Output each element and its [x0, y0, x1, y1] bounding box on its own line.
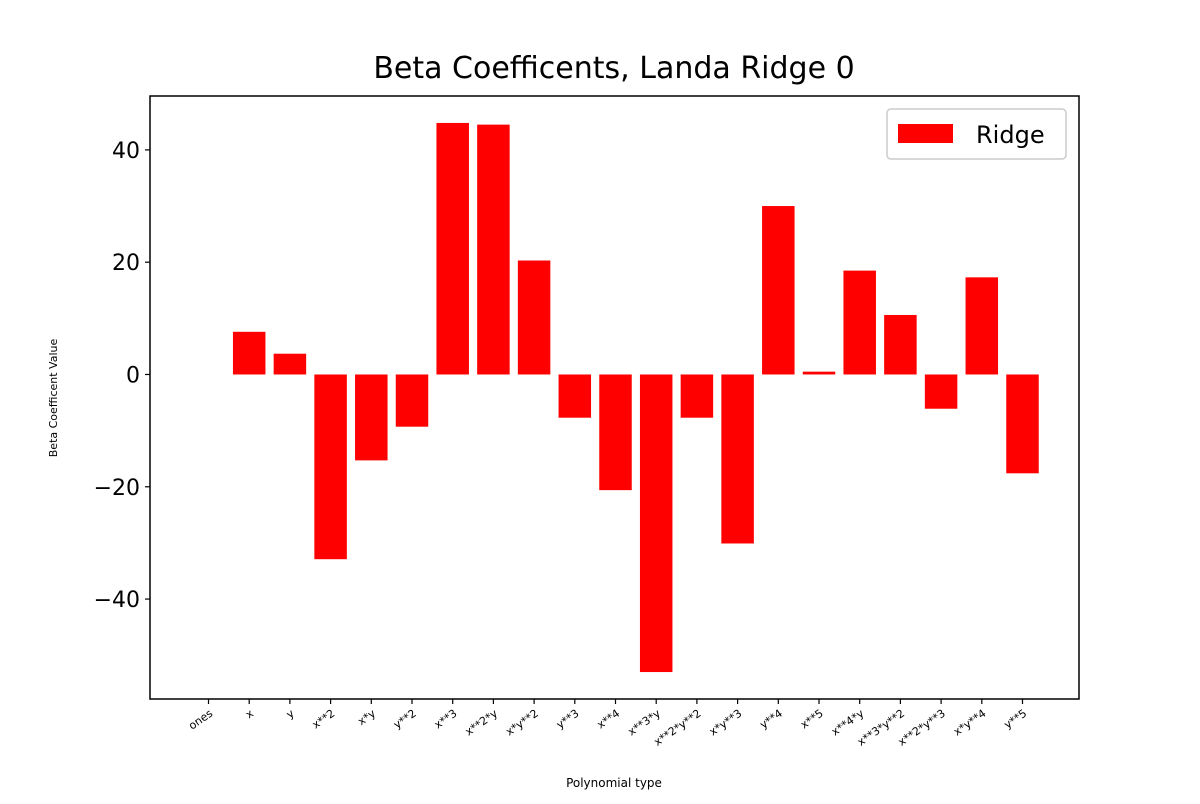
y-tick-label: 20	[112, 251, 140, 276]
plot-frame	[149, 95, 1080, 700]
bar-20	[1006, 374, 1039, 474]
bar-3	[314, 374, 347, 560]
bar-17	[884, 314, 917, 375]
bar-11	[639, 374, 673, 673]
y-axis: −40 −20 0 20 40	[94, 139, 150, 613]
x-tick-label: y**4	[757, 707, 785, 732]
bar-14	[762, 206, 795, 375]
y-tick-label: 0	[126, 363, 140, 388]
bar-12	[680, 374, 714, 418]
chart-title: Beta Coefficents, Landa Ridge 0	[373, 51, 854, 86]
bar-5	[395, 374, 429, 427]
legend-frame	[886, 108, 1067, 160]
x-tick-label: x**2*y	[463, 707, 501, 739]
bar-19	[965, 277, 999, 375]
x-tick-label: y**2	[391, 707, 419, 732]
bar-2	[273, 353, 307, 375]
bar-9	[558, 374, 592, 418]
x-tick-label: x**2	[310, 707, 338, 732]
legend: Ridge	[886, 108, 1067, 160]
bar-15	[802, 371, 836, 375]
x-tick-label: x	[243, 707, 256, 722]
x-tick-label: ones	[186, 707, 215, 733]
legend-label-ridge: Ridge	[976, 121, 1045, 149]
x-axis-label: Polynomial type	[566, 776, 662, 790]
bar-16	[843, 270, 876, 375]
x-tick-label: y	[284, 707, 297, 722]
bar-6	[436, 122, 469, 375]
bar-13	[721, 374, 754, 544]
x-tick-label: y**3	[554, 707, 582, 732]
x-tick-label: x*y**3	[707, 707, 744, 739]
bar-4	[355, 374, 388, 461]
x-tick-label: x*y	[355, 707, 378, 729]
bar-18	[924, 374, 958, 409]
legend-swatch-ridge	[898, 124, 953, 143]
bar-7	[477, 124, 510, 375]
x-tick-label: y**5	[1002, 707, 1030, 732]
x-tick-label: x**3	[432, 707, 460, 732]
y-tick-label: −20	[94, 476, 140, 501]
x-tick-label: x*y**2	[503, 707, 540, 739]
x-axis: ones x y x**2 x*y y**2 x**3 x**2*y x*y**2 y**3 x**…	[186, 699, 1029, 749]
bar-1	[232, 331, 266, 375]
x-tick-label: x**4	[595, 707, 623, 732]
y-axis-label: Beta Coefficent Value	[47, 339, 60, 458]
bar-10	[599, 374, 632, 491]
x-tick-label: x*y**4	[951, 707, 988, 739]
x-tick-label: x**5	[798, 707, 826, 732]
y-tick-label: 40	[112, 139, 140, 164]
bar-8	[517, 260, 551, 375]
bars-group	[232, 122, 1039, 673]
y-tick-label: −40	[94, 588, 140, 613]
